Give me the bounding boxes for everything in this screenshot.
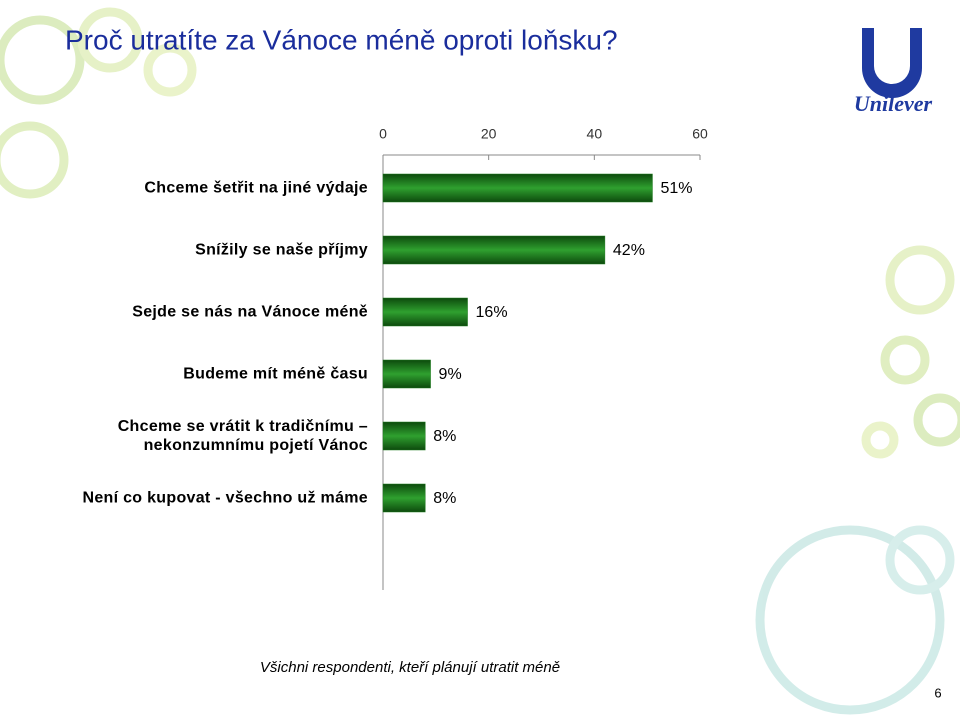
x-tick-label: 20: [481, 126, 497, 142]
category-label: Není co kupovat - všechno už máme: [82, 489, 368, 507]
category-label: Sejde se nás na Vánoce méně: [132, 303, 368, 321]
decoration: [0, 7, 960, 715]
bar: [382, 173, 653, 203]
value-label: 9%: [439, 366, 462, 383]
category-label: Budeme mít méně času: [183, 365, 368, 383]
x-tick-label: 0: [379, 126, 387, 142]
value-label: 51%: [660, 180, 692, 197]
category-label: Chceme se vrátit k tradičnímu – nekonzum…: [117, 418, 368, 454]
bar: [382, 235, 606, 265]
value-label: 8%: [433, 490, 456, 507]
value-label: 16%: [476, 304, 508, 321]
logo: Unilever: [854, 28, 933, 116]
value-label: 42%: [613, 242, 645, 259]
logo-text: Unilever: [854, 91, 933, 116]
x-tick-label: 60: [692, 126, 708, 142]
value-label: 8%: [433, 428, 456, 445]
category-label: Chceme šetřit na jiné výdaje: [144, 179, 368, 197]
footnote: Všichni respondenti, kteří plánují utrat…: [260, 659, 560, 676]
bar: [382, 421, 426, 451]
title: Proč utratíte za Vánoce méně oproti loňs…: [65, 24, 618, 55]
bar: [382, 483, 426, 513]
x-tick-label: 40: [587, 126, 603, 142]
bar: [382, 359, 431, 389]
page-number: 6: [934, 685, 941, 700]
category-label: Snížily se naše příjmy: [195, 241, 368, 259]
bar: [382, 297, 468, 327]
